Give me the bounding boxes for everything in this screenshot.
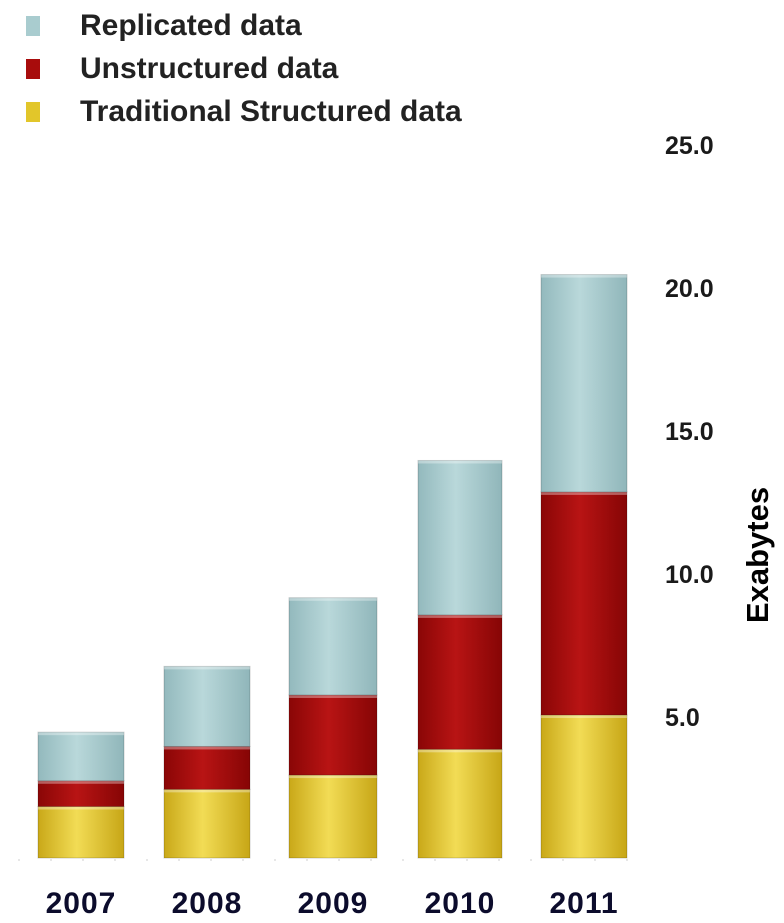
legend-item-structured: Traditional Structured data — [26, 90, 462, 133]
y-tick-15-0: 15.0 — [665, 418, 714, 446]
bar-rim-2009-replicated-data — [289, 597, 377, 601]
legend-item-unstructured: Unstructured data — [26, 47, 462, 90]
legend-swatch-unstructured — [26, 58, 40, 79]
y-tick-10-0: 10.0 — [665, 561, 714, 589]
y-tick-20-0: 20.0 — [665, 275, 714, 303]
bar-2009-unstructured-data — [288, 694, 378, 776]
bar-2009-replicated-data — [288, 597, 378, 696]
legend-label-replicated: Replicated data — [80, 8, 302, 42]
y-tick-25-0: 25.0 — [665, 132, 714, 160]
x-tick-2011: 2011 — [549, 887, 618, 920]
chart-legend: Replicated data Unstructured data Tradit… — [26, 4, 462, 133]
bar-2007-unstructured-data — [37, 780, 125, 808]
bar-2010-traditional-structured-data — [417, 748, 503, 859]
bar-2010-unstructured-data — [417, 614, 503, 750]
bar-rim-2007-traditional-structured-data — [38, 806, 124, 810]
bar-rim-2011-unstructured-data — [541, 491, 627, 495]
y-axis-ticks: 5.0 10.0 15.0 20.0 25.0 — [665, 132, 714, 732]
bar-rim-2010-replicated-data — [418, 460, 502, 464]
bar-2011-replicated-data — [540, 274, 628, 493]
legend-swatch-structured — [26, 101, 40, 122]
bar-stacks — [37, 274, 628, 859]
bar-rim-2009-traditional-structured-data — [289, 775, 377, 779]
bar-rim-2008-unstructured-data — [164, 746, 250, 750]
legend-item-replicated: Replicated data — [26, 4, 462, 47]
bar-2011-traditional-structured-data — [540, 714, 628, 859]
x-tick-2008: 2008 — [172, 887, 243, 920]
x-tick-2010: 2010 — [425, 887, 496, 920]
y-axis-label: Exabytes — [740, 487, 775, 623]
x-tick-2009: 2009 — [298, 887, 369, 920]
bar-2007-traditional-structured-data — [37, 806, 125, 859]
bar-rim-2008-traditional-structured-data — [164, 789, 250, 793]
bar-rim-2010-unstructured-data — [418, 614, 502, 618]
bar-2008-replicated-data — [163, 665, 251, 747]
x-tick-2007: 2007 — [46, 887, 117, 920]
x-axis-ticks: 2007 2008 2009 2010 2011 — [46, 887, 618, 920]
bar-rim-2011-replicated-data — [541, 274, 627, 278]
bar-rim-2007-unstructured-data — [38, 780, 124, 784]
legend-label-unstructured: Unstructured data — [80, 51, 339, 85]
bar-rim-2011-traditional-structured-data — [541, 715, 627, 718]
bar-rim-2007-replicated-data — [38, 732, 124, 736]
bar-rim-2010-traditional-structured-data — [418, 749, 502, 753]
bar-2009-traditional-structured-data — [288, 774, 378, 859]
bar-2011-unstructured-data — [540, 491, 628, 716]
bar-2008-unstructured-data — [163, 745, 251, 790]
legend-swatch-replicated — [26, 15, 40, 36]
bar-rim-2008-replicated-data — [164, 666, 250, 670]
bar-2010-replicated-data — [417, 459, 503, 616]
bar-2007-replicated-data — [37, 731, 125, 782]
bar-2008-traditional-structured-data — [163, 788, 251, 859]
legend-label-structured: Traditional Structured data — [80, 94, 462, 128]
bar-rim-2009-unstructured-data — [289, 694, 377, 698]
y-tick-5-0: 5.0 — [665, 704, 700, 732]
